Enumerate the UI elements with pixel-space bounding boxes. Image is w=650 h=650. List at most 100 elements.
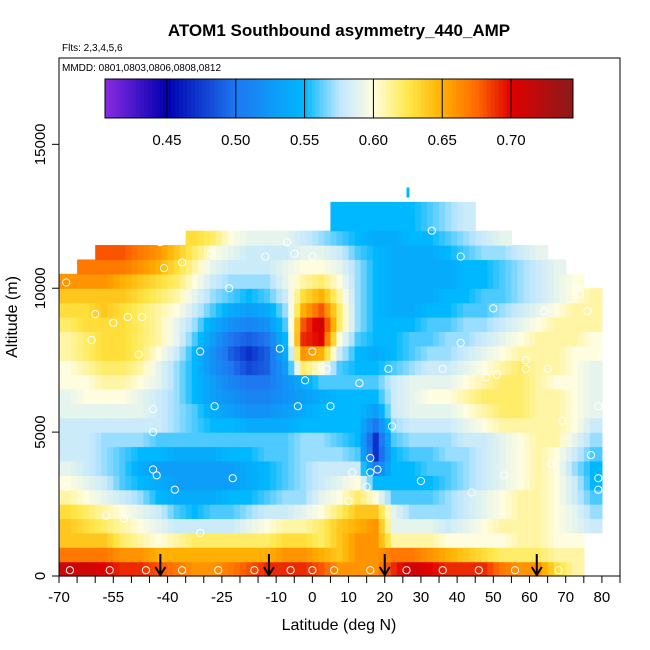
colorbar-segment xyxy=(553,79,558,118)
heatmap-cell xyxy=(264,403,271,419)
heatmap-cell xyxy=(342,504,350,520)
heatmap-cell xyxy=(487,345,494,361)
heatmap-cell xyxy=(294,403,301,419)
heatmap-cell xyxy=(155,532,163,548)
heatmap-cell xyxy=(408,216,416,232)
heatmap-cell xyxy=(65,302,72,318)
heatmap-cell xyxy=(384,547,392,563)
heatmap-cell xyxy=(125,489,132,505)
heatmap-cell xyxy=(203,504,211,520)
heatmap-cell xyxy=(523,388,531,404)
heatmap-cell xyxy=(348,518,356,534)
heatmap-cell xyxy=(420,288,428,304)
heatmap-cell xyxy=(595,388,603,404)
heatmap-cell xyxy=(95,259,102,275)
heatmap-cell xyxy=(209,259,217,275)
sample-point xyxy=(178,566,187,575)
heatmap-cell xyxy=(529,374,537,390)
heatmap-cell xyxy=(173,331,181,347)
heatmap-cell xyxy=(221,317,229,332)
heatmap-cell xyxy=(179,403,187,419)
heatmap-cell xyxy=(433,245,440,261)
heatmap-cell xyxy=(221,302,229,318)
sample-point xyxy=(348,468,357,477)
heatmap-cell xyxy=(354,518,362,534)
heatmap-cell xyxy=(505,532,513,548)
colorbar-segment xyxy=(272,79,278,118)
heatmap-cell xyxy=(402,245,410,261)
heatmap-cell xyxy=(493,417,500,433)
heatmap-cell xyxy=(191,374,199,390)
heatmap-cell xyxy=(203,460,211,476)
heatmap-cell xyxy=(113,374,120,390)
heatmap-cell xyxy=(360,532,368,548)
heatmap-cell xyxy=(426,273,434,289)
heatmap-cell xyxy=(354,230,362,246)
heatmap-cell xyxy=(535,345,543,361)
heatmap-cell xyxy=(282,489,289,505)
heatmap-cell xyxy=(372,417,380,433)
heatmap-cell xyxy=(167,532,175,548)
heatmap-cell xyxy=(239,547,247,563)
heatmap-cell xyxy=(107,374,114,390)
heatmap-cell xyxy=(288,345,295,361)
colorbar-segment xyxy=(541,79,547,118)
heatmap-cell xyxy=(517,317,525,332)
heatmap-cell xyxy=(360,374,368,390)
colorbar-segment xyxy=(545,79,551,118)
heatmap-cell xyxy=(541,360,549,376)
heatmap-cell xyxy=(246,331,253,347)
colorbar-segment xyxy=(128,79,133,118)
heatmap-cell xyxy=(481,403,488,419)
heatmap-cell xyxy=(155,460,163,476)
heatmap-cell xyxy=(107,547,114,563)
heatmap-cell xyxy=(173,532,181,548)
heatmap-cell xyxy=(143,317,151,332)
heatmap-cell xyxy=(378,288,386,304)
heatmap-cell xyxy=(71,460,78,476)
heatmap-cell xyxy=(523,403,531,419)
heatmap-cell xyxy=(89,288,96,304)
heatmap-cell xyxy=(390,216,398,232)
heatmap-cell xyxy=(77,388,84,404)
heatmap-cell xyxy=(246,504,253,520)
heatmap-cell xyxy=(258,504,265,520)
heatmap-cell xyxy=(426,245,434,261)
heatmap-cell xyxy=(336,245,344,261)
heatmap-cell xyxy=(227,432,235,448)
heatmap-cell xyxy=(499,446,506,462)
heatmap-cell xyxy=(300,446,307,462)
heatmap-cell xyxy=(252,460,259,476)
heatmap-cell xyxy=(233,489,241,505)
heatmap-cell xyxy=(306,547,313,563)
heatmap-cell xyxy=(203,518,211,534)
heatmap-cell xyxy=(173,432,181,448)
heatmap-cell xyxy=(487,403,494,419)
heatmap-cell xyxy=(288,475,295,491)
heatmap-cell xyxy=(312,489,319,505)
heatmap-cell xyxy=(408,259,416,275)
heatmap-cell xyxy=(83,518,90,534)
heatmap-cell xyxy=(493,532,500,548)
heatmap-cell xyxy=(445,403,452,419)
heatmap-cell xyxy=(342,360,350,376)
heatmap-cell xyxy=(318,273,326,289)
heatmap-cell xyxy=(197,504,205,520)
heatmap-cell xyxy=(89,432,96,448)
sample-point xyxy=(214,566,223,575)
heatmap-cell xyxy=(463,417,470,433)
heatmap-cell xyxy=(535,518,543,534)
heatmap-cell xyxy=(445,489,452,505)
heatmap-cell xyxy=(239,432,247,448)
heatmap-cell xyxy=(179,518,187,534)
colorbar-segment xyxy=(167,79,172,118)
heatmap-cell xyxy=(589,475,597,491)
heatmap-cell xyxy=(354,417,362,433)
heatmap-cell xyxy=(125,259,132,275)
colorbar-segment xyxy=(358,79,363,118)
heatmap-cell xyxy=(384,475,392,491)
sample-point xyxy=(521,364,531,373)
heatmap-cell xyxy=(559,259,567,275)
heatmap-cell xyxy=(420,273,428,289)
heatmap-cell xyxy=(565,288,573,304)
